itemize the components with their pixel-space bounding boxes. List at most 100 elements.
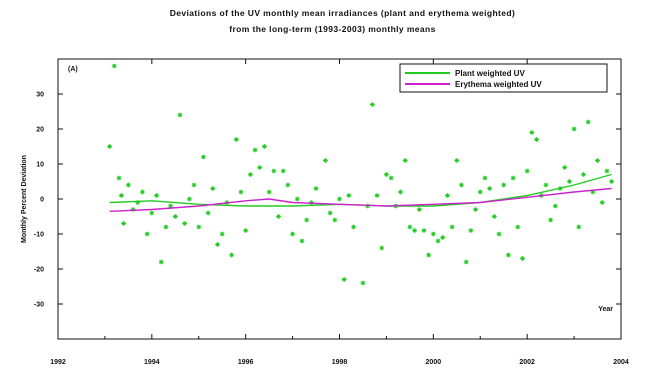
data-point [534, 137, 539, 142]
data-point [299, 238, 305, 244]
series-line [109, 187, 612, 212]
data-point [327, 210, 333, 216]
data-point [491, 214, 497, 219]
data-point [285, 182, 291, 188]
data-point [191, 182, 197, 188]
data-point [313, 186, 319, 191]
data-point [402, 158, 408, 163]
data-point [520, 256, 525, 261]
data-point [407, 224, 413, 230]
data-point [585, 119, 591, 125]
data-point [196, 224, 202, 230]
data-point [172, 214, 178, 219]
data-point [304, 217, 310, 223]
data-point [280, 168, 286, 174]
data-point [118, 193, 124, 198]
data-point [477, 189, 483, 195]
data-point [412, 228, 417, 233]
data-point [163, 224, 169, 230]
data-point [388, 175, 394, 181]
legend-box [399, 63, 608, 93]
legend-label: Erythema weighted UV [455, 80, 542, 89]
chart-title-line-1: Deviations of the UV monthly mean irradi… [169, 8, 516, 18]
plot-region: 1992 1994 1996 1998 2000 2002 2004 30 20 10 0 -10 -2… [21, 58, 629, 366]
data-point [154, 193, 159, 198]
data-point [581, 172, 586, 177]
data-point [369, 102, 375, 107]
y-tick-label: 0 [40, 197, 44, 204]
data-point [445, 193, 450, 198]
data-point [125, 182, 131, 188]
data-point [186, 196, 192, 202]
y-tick-label: 20 [36, 127, 44, 134]
data-point [609, 179, 615, 184]
data-point [510, 175, 516, 181]
data-point [205, 210, 211, 216]
y-tick-label: -30 [34, 302, 44, 309]
data-point [435, 238, 441, 244]
data-point [262, 144, 267, 149]
data-point [604, 168, 610, 174]
data-point [529, 130, 535, 135]
data-point [276, 214, 281, 219]
panel-label: (A) [68, 66, 78, 73]
data-point [290, 231, 295, 237]
data-point [201, 154, 206, 160]
legend-label: Plant weighted UV [455, 69, 525, 78]
data-point [271, 168, 277, 174]
series-line [109, 173, 612, 207]
y-tick-label: 30 [36, 92, 44, 99]
data-point [463, 259, 469, 265]
data-point [341, 277, 347, 282]
x-tick-label: 2004 [613, 359, 629, 366]
chart-title-line-2: from the long-term (1993-2003) monthly m… [229, 24, 436, 34]
data-point [501, 182, 507, 188]
data-point [130, 207, 136, 212]
data-point [449, 224, 455, 230]
x-tick-label: 2002 [519, 359, 535, 366]
data-point [515, 224, 521, 230]
x-axis-label: Year [598, 306, 613, 313]
data-point [168, 203, 173, 209]
data-point [487, 186, 493, 191]
data-point [144, 231, 150, 237]
data-point [257, 165, 263, 170]
data-point [111, 63, 117, 69]
data-point [426, 252, 432, 258]
data-point [346, 193, 352, 198]
data-point [473, 207, 478, 212]
data-point [459, 182, 464, 188]
y-axis-label: Monthly Percent Deviation [21, 155, 28, 243]
data-point [571, 126, 577, 132]
data-point [140, 189, 145, 195]
data-point [543, 182, 549, 188]
data-point [524, 168, 530, 174]
data-point [468, 228, 474, 233]
data-point [121, 221, 127, 226]
x-tick-label: 1996 [238, 359, 254, 366]
data-point [243, 228, 249, 233]
data-point [294, 196, 300, 202]
data-point [421, 228, 427, 233]
data-point [552, 203, 558, 209]
data-point [599, 200, 605, 205]
data-point [215, 242, 220, 247]
y-tick-label: 10 [36, 162, 44, 169]
data-point [229, 252, 234, 258]
data-point [416, 207, 422, 212]
data-point [562, 165, 568, 170]
data-point [210, 186, 216, 191]
y-tick-label: -20 [34, 267, 44, 274]
data-point [430, 231, 436, 237]
data-point [374, 193, 380, 198]
data-point [177, 112, 183, 118]
data-point [252, 147, 258, 153]
data-point [149, 210, 155, 216]
data-point [247, 172, 253, 177]
data-point [590, 189, 596, 195]
x-tick-label: 1994 [144, 359, 160, 366]
data-point [566, 179, 572, 184]
data-point [351, 224, 356, 230]
data-point [548, 217, 554, 223]
data-point [440, 235, 446, 240]
